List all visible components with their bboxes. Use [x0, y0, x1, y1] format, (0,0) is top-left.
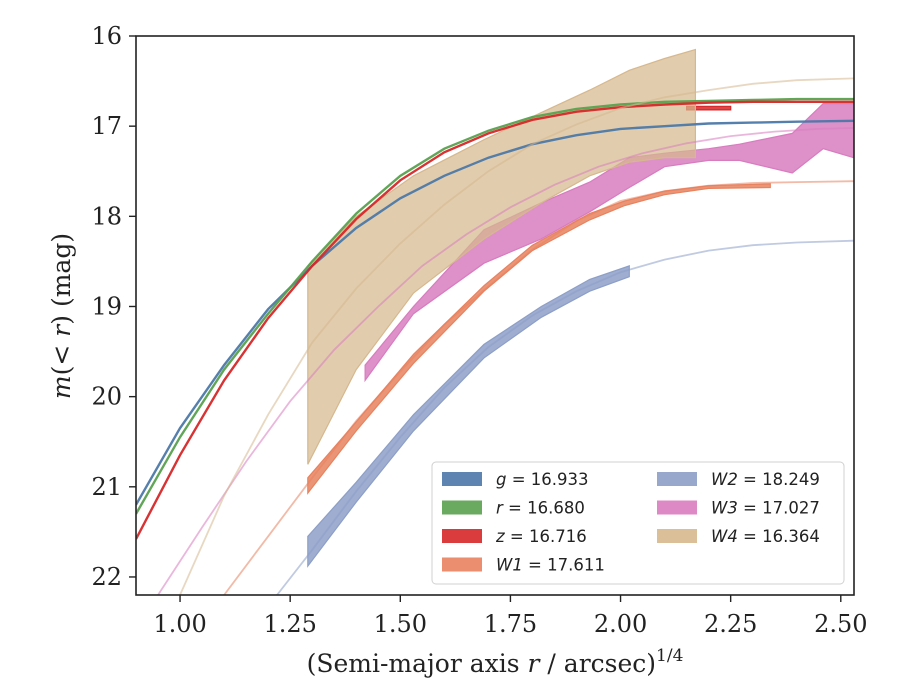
- legend-box: [431, 461, 845, 585]
- legend-swatch-w1: [442, 557, 482, 572]
- x-tick-label: 1.75: [484, 610, 537, 638]
- legend-label-r: r = 16.680: [496, 499, 585, 518]
- y-axis: 16 17 18 19 20 21 22: [91, 22, 136, 591]
- x-axis-label: (Semi-major axis r / arcsec)1/4: [307, 646, 684, 678]
- band-w3: [364, 102, 854, 383]
- x-tick-label: 1.25: [263, 610, 316, 638]
- y-tick-label: 19: [91, 292, 122, 320]
- x-tick-label: 2.50: [814, 610, 867, 638]
- legend-label-w2: W2 = 18.249: [711, 470, 820, 489]
- band-w2: [307, 265, 630, 568]
- y-tick-label: 17: [91, 112, 122, 140]
- y-tick-label: 20: [91, 383, 122, 411]
- model-line-w1: [223, 180, 854, 595]
- legend-label-g: g = 16.933: [496, 470, 589, 489]
- y-tick-label: 18: [91, 202, 122, 230]
- legend-swatch-z: [442, 529, 482, 543]
- y-tick-label: 22: [91, 563, 122, 591]
- model-line-g: [136, 119, 854, 506]
- legend-label-w4: W4 = 16.364: [711, 527, 820, 546]
- y-axis-label: m(< r) (mag): [47, 233, 76, 399]
- legend-label-w3: W3 = 17.027: [711, 499, 820, 518]
- y-tick-label: 21: [91, 473, 122, 501]
- model-line-w2: [276, 239, 854, 595]
- x-tick-label: 2.25: [704, 610, 757, 638]
- band-w4: [307, 48, 697, 465]
- legend-label-w1: W1 = 17.611: [496, 556, 605, 575]
- legend-swatch-w4: [657, 529, 697, 543]
- y-tick-label: 16: [91, 22, 122, 50]
- legend-swatch-w3: [657, 500, 697, 515]
- x-axis: 1.00 1.25 1.50 1.75 2.00 2.25 2.50: [153, 595, 868, 638]
- model-line-z: [136, 100, 854, 540]
- model-line-w3: [157, 127, 854, 595]
- legend-swatch-r: [442, 500, 482, 515]
- model-layer: [136, 77, 854, 595]
- x-tick-label: 1.50: [374, 610, 427, 638]
- legend-swatch-g: [442, 472, 482, 486]
- model-line-w4: [179, 77, 854, 595]
- x-tick-label: 1.00: [153, 610, 206, 638]
- legend-label-z: z = 16.716: [495, 527, 587, 546]
- model-line-r: [136, 97, 854, 515]
- plot-frame: [135, 35, 855, 596]
- x-tick-label: 2.00: [594, 610, 647, 638]
- legend-swatch-w2: [657, 472, 697, 486]
- legend: g = 16.933 r = 16.680 z = 16.716 W1 = 17.61…: [431, 461, 845, 585]
